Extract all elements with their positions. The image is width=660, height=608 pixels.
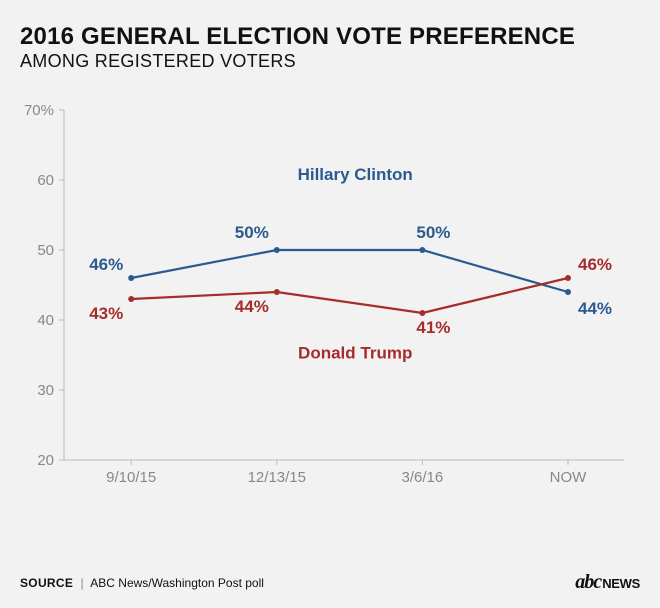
chart-title: 2016 GENERAL ELECTION VOTE PREFERENCE — [20, 24, 640, 49]
source-text: ABC News/Washington Post poll — [90, 576, 264, 590]
svg-text:20: 20 — [37, 452, 54, 469]
svg-text:30: 30 — [37, 382, 54, 399]
svg-text:Hillary Clinton: Hillary Clinton — [298, 165, 413, 184]
svg-text:3/6/16: 3/6/16 — [402, 469, 444, 486]
svg-text:NOW: NOW — [550, 469, 588, 486]
line-chart-svg: 20 30 40 50 60 70% 9/10/15 12/13/15 3/6/16 NOW 46%… — [20, 100, 630, 518]
svg-text:12/13/15: 12/13/15 — [248, 469, 306, 486]
svg-text:46%: 46% — [578, 255, 612, 274]
logo-news: NEWS — [602, 576, 640, 591]
source-label: SOURCE — [20, 576, 73, 590]
svg-text:50: 50 — [37, 242, 54, 259]
svg-text:50%: 50% — [416, 223, 450, 242]
footer: SOURCE | ABC News/Washington Post poll a… — [20, 571, 640, 594]
svg-text:44%: 44% — [578, 299, 612, 318]
svg-text:50%: 50% — [235, 223, 269, 242]
svg-text:70%: 70% — [24, 102, 54, 119]
svg-text:44%: 44% — [235, 297, 269, 316]
logo-abc: abc — [575, 571, 601, 594]
svg-text:46%: 46% — [89, 255, 123, 274]
source-divider: | — [80, 576, 83, 590]
abc-news-logo: abc NEWS — [575, 571, 640, 594]
svg-text:9/10/15: 9/10/15 — [106, 469, 156, 486]
chart-subtitle: AMONG REGISTERED VOTERS — [20, 51, 640, 72]
svg-text:43%: 43% — [89, 304, 123, 323]
svg-text:Donald Trump: Donald Trump — [298, 344, 412, 363]
svg-text:60: 60 — [37, 172, 54, 189]
chart-area: 20 30 40 50 60 70% 9/10/15 12/13/15 3/6/16 NOW 46%… — [20, 100, 630, 518]
source-line: SOURCE | ABC News/Washington Post poll — [20, 576, 264, 590]
svg-text:40: 40 — [37, 312, 54, 329]
svg-text:41%: 41% — [416, 318, 450, 337]
